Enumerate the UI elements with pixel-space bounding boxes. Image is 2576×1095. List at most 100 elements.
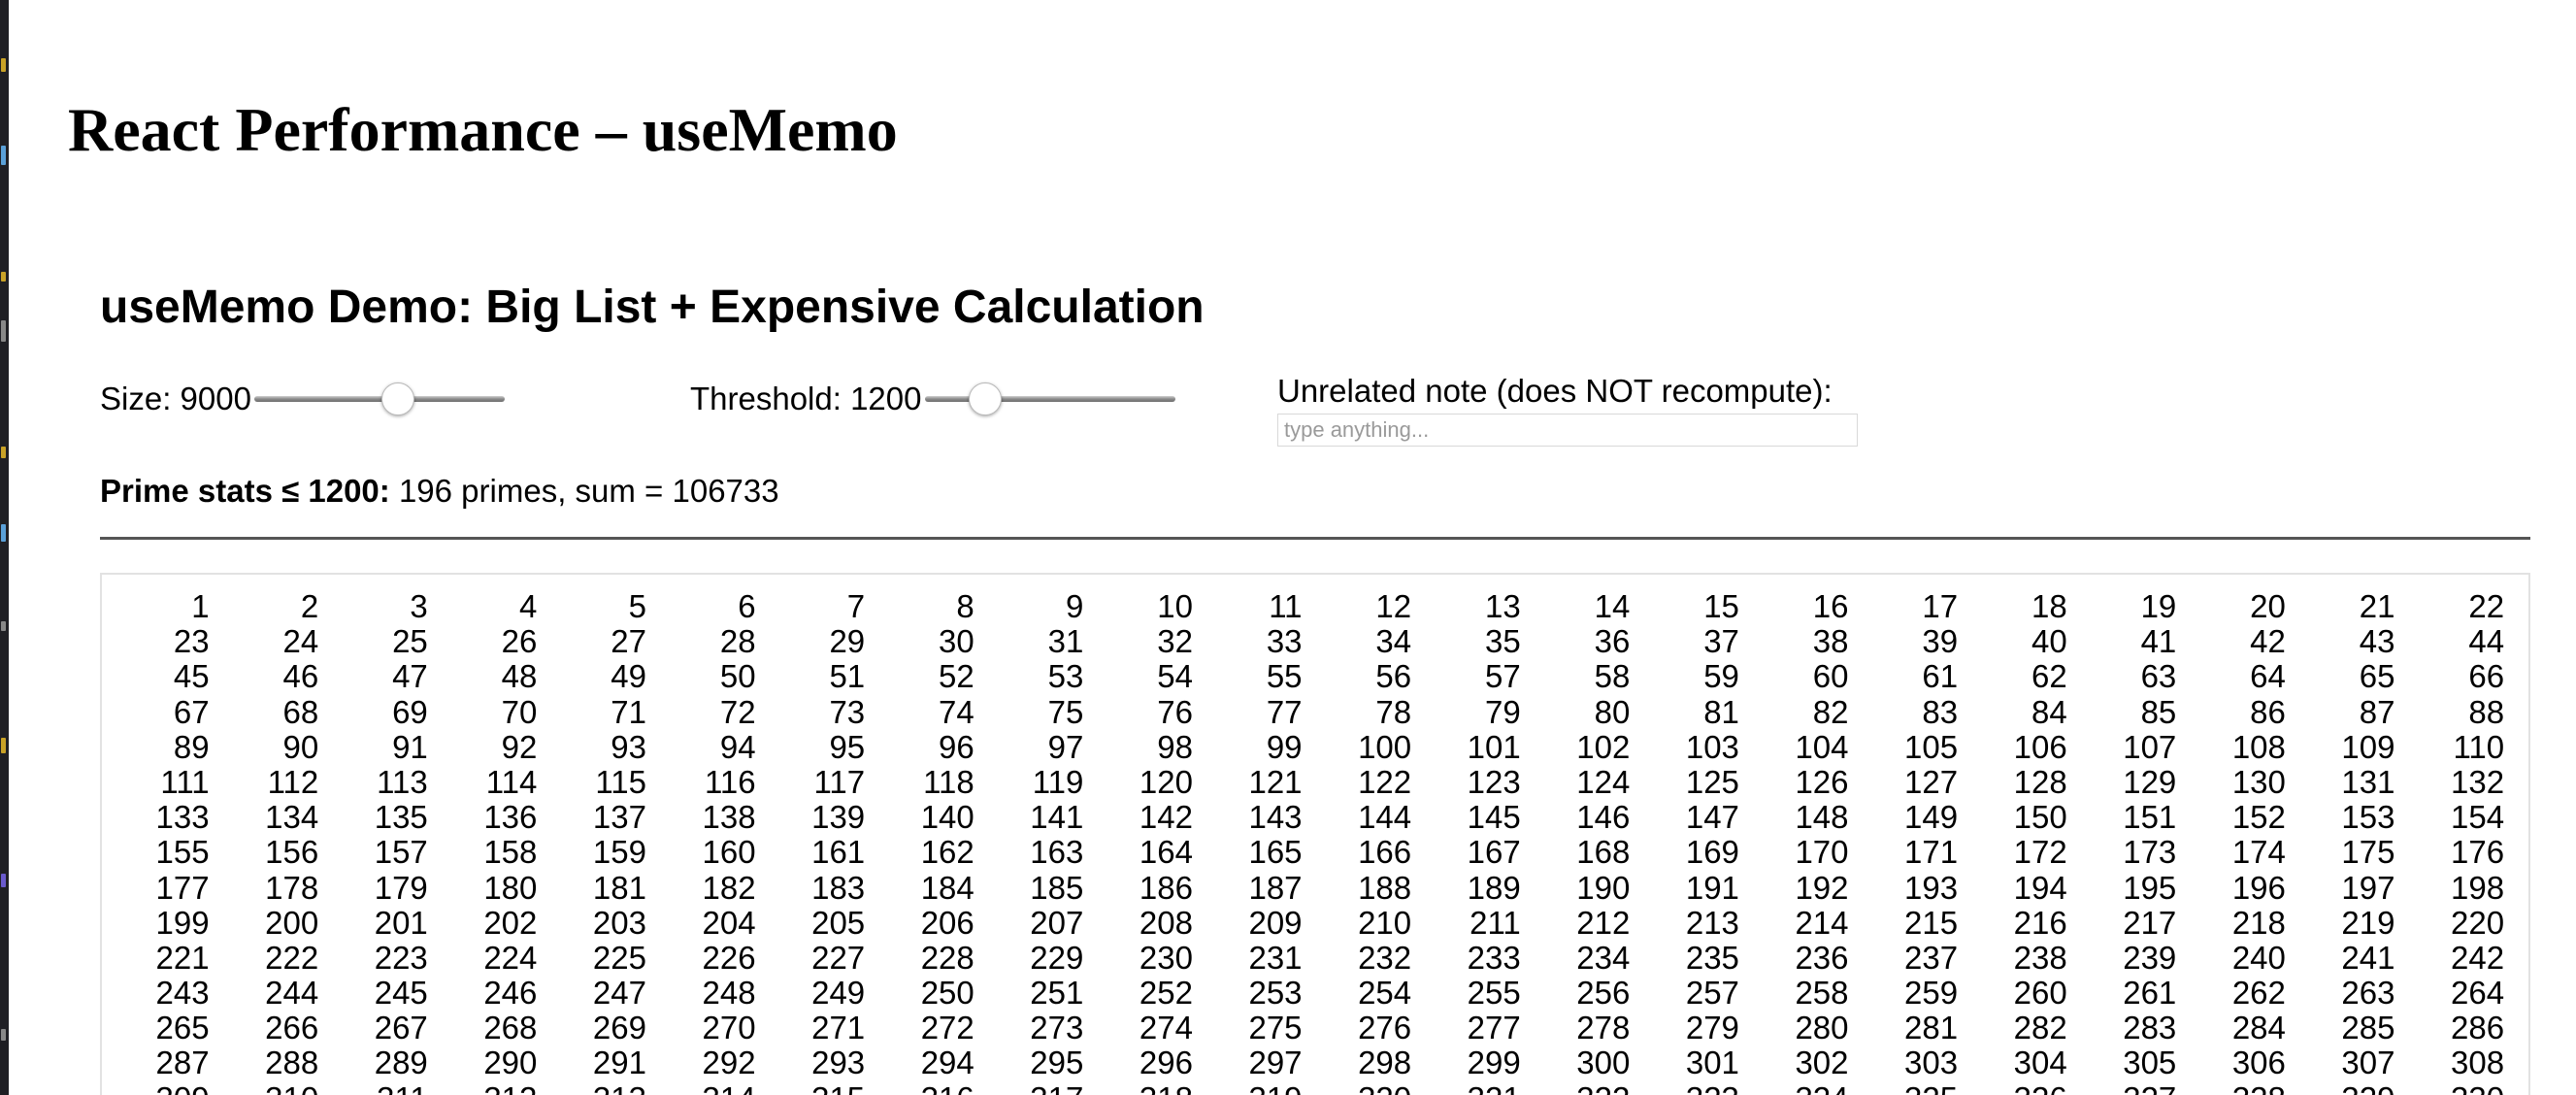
list-item: 6 bbox=[738, 588, 756, 624]
list-item: 268 bbox=[483, 1010, 538, 1046]
list-item: 128 bbox=[2013, 763, 2067, 800]
list-item: 194 bbox=[2013, 869, 2067, 906]
list-item: 68 bbox=[282, 693, 319, 730]
list-item: 176 bbox=[2451, 834, 2505, 871]
list-item: 142 bbox=[1139, 799, 1193, 836]
list-item: 320 bbox=[1318, 1080, 1428, 1095]
list-item: 232 bbox=[1358, 939, 1412, 976]
list-item: 42 bbox=[2250, 623, 2286, 660]
list-item: 85 bbox=[2140, 693, 2177, 730]
threshold-slider[interactable] bbox=[924, 382, 1175, 416]
list-item: 271 bbox=[811, 1010, 866, 1046]
page-title: React Performance – useMemo bbox=[68, 95, 898, 164]
list-item: 138 bbox=[702, 799, 756, 836]
list-item: 29 bbox=[829, 623, 866, 660]
list-item: 296 bbox=[1139, 1045, 1193, 1081]
list-item: 90 bbox=[282, 728, 319, 765]
list-item: 219 bbox=[2341, 904, 2395, 941]
list-item: 11 bbox=[1269, 588, 1303, 624]
list-item: 63 bbox=[2140, 658, 2177, 695]
list-item: 50 bbox=[719, 658, 756, 695]
list-item: 218 bbox=[2231, 904, 2286, 941]
list-item: 79 bbox=[1485, 693, 1521, 730]
list-item: 227 bbox=[811, 939, 866, 976]
list-item: 183 bbox=[811, 869, 866, 906]
threshold-label: Threshold: 1200 bbox=[690, 381, 922, 416]
list-item: 240 bbox=[2231, 939, 2286, 976]
list-item: 251 bbox=[1030, 975, 1084, 1012]
list-item: 155 bbox=[155, 834, 210, 871]
number-list[interactable]: 1 2 3 4 5 6 7 8 9 10 11 12 13 14 15 16 17 18 19 20 21 22 23 24 2… bbox=[100, 573, 2530, 1095]
list-item: 249 bbox=[811, 975, 866, 1012]
list-item: 316 bbox=[880, 1080, 990, 1095]
list-item: 137 bbox=[592, 799, 646, 836]
list-item: 231 bbox=[1248, 939, 1303, 976]
list-item: 188 bbox=[1358, 869, 1412, 906]
list-item: 226 bbox=[702, 939, 756, 976]
list-item: 103 bbox=[1685, 728, 1739, 765]
threshold-slider-thumb[interactable] bbox=[969, 382, 1003, 415]
list-item: 35 bbox=[1485, 623, 1521, 660]
list-item: 75 bbox=[1047, 693, 1084, 730]
list-item: 83 bbox=[1922, 693, 1959, 730]
list-item: 326 bbox=[1973, 1080, 2083, 1095]
list-item: 117 bbox=[813, 763, 866, 800]
list-item: 315 bbox=[772, 1080, 881, 1095]
list-item: 15 bbox=[1703, 588, 1739, 624]
list-item: 51 bbox=[829, 658, 866, 695]
demo-title: useMemo Demo: Big List + Expensive Calcu… bbox=[100, 282, 1205, 333]
list-item: 20 bbox=[2250, 588, 2286, 624]
list-item: 162 bbox=[920, 834, 974, 871]
list-item: 275 bbox=[1248, 1010, 1303, 1046]
list-item: 284 bbox=[2231, 1010, 2286, 1046]
list-item: 167 bbox=[1467, 834, 1521, 871]
list-item: 187 bbox=[1248, 869, 1303, 906]
list-item: 287 bbox=[155, 1045, 210, 1081]
list-item: 41 bbox=[2140, 623, 2177, 660]
list-item: 309 bbox=[116, 1080, 225, 1095]
list-item: 184 bbox=[920, 869, 974, 906]
list-item: 62 bbox=[2031, 658, 2067, 695]
size-slider[interactable] bbox=[253, 382, 505, 416]
list-item: 64 bbox=[2250, 658, 2286, 695]
list-item: 298 bbox=[1358, 1045, 1412, 1081]
list-item: 174 bbox=[2231, 834, 2286, 871]
list-item: 66 bbox=[2468, 658, 2505, 695]
list-item: 113 bbox=[377, 763, 428, 800]
list-item: 2 bbox=[300, 588, 319, 624]
list-item: 104 bbox=[1795, 728, 1849, 765]
list-item: 175 bbox=[2341, 834, 2395, 871]
list-item: 130 bbox=[2231, 763, 2286, 800]
size-slider-thumb[interactable] bbox=[381, 382, 414, 415]
list-item: 39 bbox=[1922, 623, 1959, 660]
list-item: 49 bbox=[611, 658, 646, 695]
size-slider-track bbox=[253, 396, 505, 402]
list-item: 322 bbox=[1536, 1080, 1646, 1095]
list-item: 248 bbox=[702, 975, 756, 1012]
list-item: 213 bbox=[1685, 904, 1739, 941]
note-input[interactable] bbox=[1277, 414, 1858, 447]
list-item: 262 bbox=[2231, 975, 2286, 1012]
list-item: 211 bbox=[1470, 904, 1521, 941]
list-item: 283 bbox=[2123, 1010, 2177, 1046]
list-item: 198 bbox=[2451, 869, 2505, 906]
list-item: 26 bbox=[501, 623, 538, 660]
list-item: 279 bbox=[1685, 1010, 1739, 1046]
list-item: 321 bbox=[1427, 1080, 1536, 1095]
list-item: 255 bbox=[1467, 975, 1521, 1012]
list-item: 224 bbox=[483, 939, 538, 976]
list-item: 89 bbox=[173, 728, 210, 765]
list-item: 134 bbox=[265, 799, 319, 836]
list-item: 303 bbox=[1904, 1045, 1959, 1081]
list-item: 197 bbox=[2341, 869, 2395, 906]
list-item: 186 bbox=[1139, 869, 1193, 906]
list-item: 181 bbox=[592, 869, 646, 906]
list-item: 285 bbox=[2341, 1010, 2395, 1046]
list-item: 12 bbox=[1375, 588, 1412, 624]
prime-stats: Prime stats ≤ 1200: 196 primes, sum = 10… bbox=[100, 473, 779, 510]
list-item: 277 bbox=[1467, 1010, 1521, 1046]
list-item: 293 bbox=[811, 1045, 866, 1081]
list-item: 312 bbox=[444, 1080, 553, 1095]
prime-stats-label: Prime stats ≤ 1200: bbox=[100, 473, 390, 509]
list-item: 92 bbox=[501, 728, 538, 765]
